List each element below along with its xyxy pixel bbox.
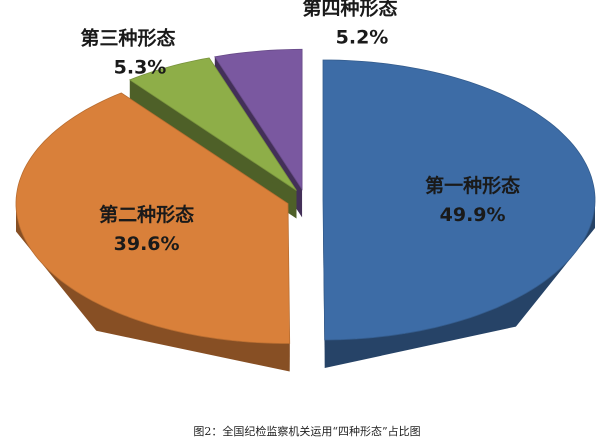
slice-label: 第四种形态 (302, 0, 397, 20)
slice-label: 第三种形态 (80, 27, 175, 50)
slice-side (16, 203, 290, 372)
value-label: 49.9% (440, 204, 506, 226)
chart-title: 图2：全国纪检监察机关运用“四种形态”占比图 (193, 424, 420, 438)
value-label: 5.3% (114, 57, 167, 79)
slice (15, 92, 291, 344)
slice (322, 59, 596, 341)
slice (214, 48, 303, 191)
slice-label: 第二种形态 (99, 203, 194, 226)
slice-label: 第一种形态 (425, 174, 520, 197)
value-label: 5.2% (336, 27, 389, 49)
value-label: 39.6% (114, 233, 180, 255)
slice (128, 57, 297, 191)
